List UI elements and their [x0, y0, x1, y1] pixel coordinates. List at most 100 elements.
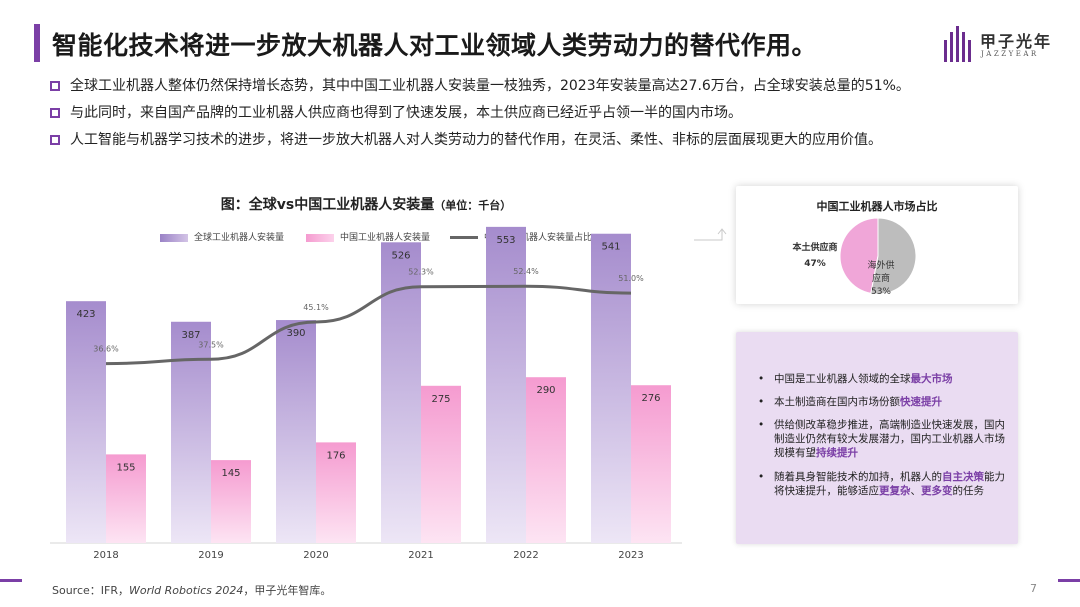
chart-title-text: 图：全球vs中国工业机器人安装量: [220, 197, 435, 213]
bar-label-china-2021: 275: [431, 394, 450, 405]
bar-china-2019: [211, 460, 251, 543]
share-line: [105, 284, 632, 366]
bar-label-global-2021: 526: [391, 250, 410, 261]
square-bullet-icon: [50, 135, 60, 145]
x-tick-label-2021: 2021: [408, 550, 433, 561]
legend-swatch-share: [450, 236, 478, 239]
bar-global-2022: [486, 226, 526, 543]
logo-text: 甲子光年: [980, 32, 1053, 51]
source-suffix: ，甲子光年智库。: [243, 584, 332, 597]
bullet-text: 全球工业机器人整体仍然保持增长态势，其中中国工业机器人安装量一枝独秀，2023年…: [70, 78, 910, 94]
bar-china-2021: [421, 385, 461, 543]
bar-global-2023: [591, 233, 631, 543]
legend-item-share: 中国工业机器人安装量占比: [450, 230, 592, 243]
logo-subtext: JAZZYEAR: [981, 50, 1039, 58]
x-tick-label-2023: 2023: [618, 550, 643, 561]
pie-slice-1: [870, 217, 917, 295]
bar-label-global-2022: 553: [496, 235, 515, 246]
bar-label-china-2019: 145: [221, 468, 240, 479]
share-label-2018: 36.6%: [93, 345, 119, 354]
bar-global-2019: [171, 321, 211, 543]
chart-plot: 423 155 2018 387 145 2019 390 176 2020 526 275 2021…: [50, 226, 682, 561]
summary-bullets: 全球工业机器人整体仍然保持增长态势，其中中国工业机器人安装量一枝独秀，2023年…: [50, 76, 1050, 157]
bar-global-2020: [276, 320, 316, 543]
connector-arrow-icon: [694, 228, 727, 241]
bullet-item: 与此同时，来自国产品牌的工业机器人供应商也得到了快速发展，本土供应商已经近乎占领…: [50, 103, 1050, 130]
insight-item: 中国是工业机器人领域的全球最大市场: [758, 372, 1006, 386]
brand-logo: 甲子光年 JAZZYEAR: [944, 24, 1064, 68]
pie-slice-0: [839, 217, 879, 294]
insights-card: 中国是工业机器人领域的全球最大市场 本土制造商在国内市场份额快速提升 供给侧改革…: [736, 332, 1018, 544]
insight-highlight: 快速提升: [900, 396, 942, 408]
title-accent-bar: [34, 24, 40, 62]
bar-label-china-2020: 176: [326, 450, 345, 461]
bullet-text: 人工智能与机器学习技术的进步，将进一步放大机器人对人类劳动力的替代作用，在灵活、…: [70, 132, 882, 148]
pie-label-domestic: 本土供应商 47%: [788, 240, 842, 269]
pie-title: 中国工业机器人市场占比: [816, 200, 938, 213]
insight-highlight: 最大市场: [910, 373, 953, 385]
bar-label-china-2018: 155: [116, 462, 135, 473]
pie-label-domestic-name: 本土供应商: [792, 243, 838, 253]
bar-label-global-2019: 387: [181, 330, 200, 341]
bar-china-2020: [316, 442, 356, 543]
x-tick-label-2019: 2019: [198, 550, 223, 561]
bar-global-2018: [66, 301, 106, 543]
insight-text: 能力将快速提升，能够适应: [774, 471, 1005, 497]
x-tick-label-2022: 2022: [513, 550, 538, 561]
insight-highlight: 更复杂: [879, 485, 911, 497]
insight-text: 中国是工业机器人领域的全球: [774, 373, 911, 385]
insight-item: 供给侧改革稳步推进，高端制造业快速发展，国内制造业仍然有较大发展潜力，国内工业机…: [758, 418, 1006, 460]
share-label-2022: 52.4%: [513, 267, 539, 276]
chart-title-unit: （单位：千台）: [434, 199, 512, 212]
installation-chart: 图：全球vs中国工业机器人安装量（单位：千台） 全球工业机器人安装量 中国工业机…: [36, 180, 696, 570]
insight-text: 本土制造商在国内市场份额: [774, 396, 900, 408]
bar-label-china-2022: 290: [536, 385, 555, 396]
page-number: 7: [1030, 582, 1037, 595]
bullet-item: 全球工业机器人整体仍然保持增长态势，其中中国工业机器人安装量一枝独秀，2023年…: [50, 76, 1050, 103]
square-bullet-icon: [50, 108, 60, 118]
square-bullet-icon: [50, 81, 60, 91]
footer-accent-right: [1058, 579, 1080, 582]
legend-swatch-china: [306, 233, 334, 242]
insight-text: 供给侧改革稳步推进，高端制造业快速发展，国内制造业仍然有较大发展潜力，国内工业机…: [774, 419, 1005, 459]
share-label-2023: 51.0%: [618, 274, 644, 283]
pie-label-foreign-pct: 53%: [870, 287, 891, 297]
x-tick-label-2018: 2018: [93, 550, 118, 561]
footer-accent-left: [0, 579, 22, 582]
page-title: 智能化技术将进一步放大机器人对工业领域人类劳动力的替代作用。: [52, 31, 818, 60]
source-prefix: Source：IFR，: [52, 584, 129, 597]
pie-label-foreign-name: 海外供应商: [867, 261, 895, 284]
insight-text: 的任务: [952, 485, 985, 497]
legend-item-china: 中国工业机器人安装量: [306, 230, 430, 243]
insight-text: 随着具身智能技术的加持，机器人的: [774, 471, 942, 483]
source-publication: World Robotics 2024: [129, 584, 244, 597]
legend-label-share: 中国工业机器人安装量占比: [484, 233, 593, 243]
legend-swatch-global: [160, 233, 188, 242]
insight-highlight: 自主决策: [942, 471, 984, 483]
x-tick-label-2020: 2020: [303, 550, 328, 561]
pie-chart: [839, 217, 917, 295]
share-label-2021: 52.3%: [408, 268, 434, 277]
bar-label-global-2020: 390: [286, 328, 305, 339]
insight-item: 本土制造商在国内市场份额快速提升: [758, 395, 1006, 409]
source-note: Source：IFR，World Robotics 2024，甲子光年智库。: [52, 582, 331, 598]
pie-label-domestic-pct: 47%: [804, 259, 826, 269]
bar-label-global-2023: 541: [601, 242, 620, 253]
bar-label-global-2018: 423: [76, 309, 95, 320]
share-label-2019: 37.5%: [198, 340, 224, 349]
market-share-card: 中国工业机器人市场占比 本土供应商 47% 海外供应商 53%: [736, 186, 1018, 304]
insight-item: 随着具身智能技术的加持，机器人的自主决策能力将快速提升，能够适应更复杂、更多变的…: [758, 470, 1006, 498]
share-label-2020: 45.1%: [303, 303, 329, 312]
insight-highlight: 持续提升: [816, 447, 858, 459]
insight-text: 、: [910, 485, 922, 497]
legend-label-china: 中国工业机器人安装量: [340, 233, 431, 243]
legend-item-global: 全球工业机器人安装量: [160, 230, 284, 243]
insight-highlight: 更多变: [921, 485, 953, 497]
bar-china-2022: [526, 377, 566, 543]
pie-label-foreign: 海外供应商 53%: [864, 260, 898, 299]
bullet-text: 与此同时，来自国产品牌的工业机器人供应商也得到了快速发展，本土供应商已经近乎占领…: [70, 105, 742, 121]
logo-mark-icon: [944, 26, 974, 62]
bar-china-2018: [106, 454, 146, 543]
bar-china-2023: [631, 385, 671, 543]
legend-label-global: 全球工业机器人安装量: [194, 233, 285, 243]
